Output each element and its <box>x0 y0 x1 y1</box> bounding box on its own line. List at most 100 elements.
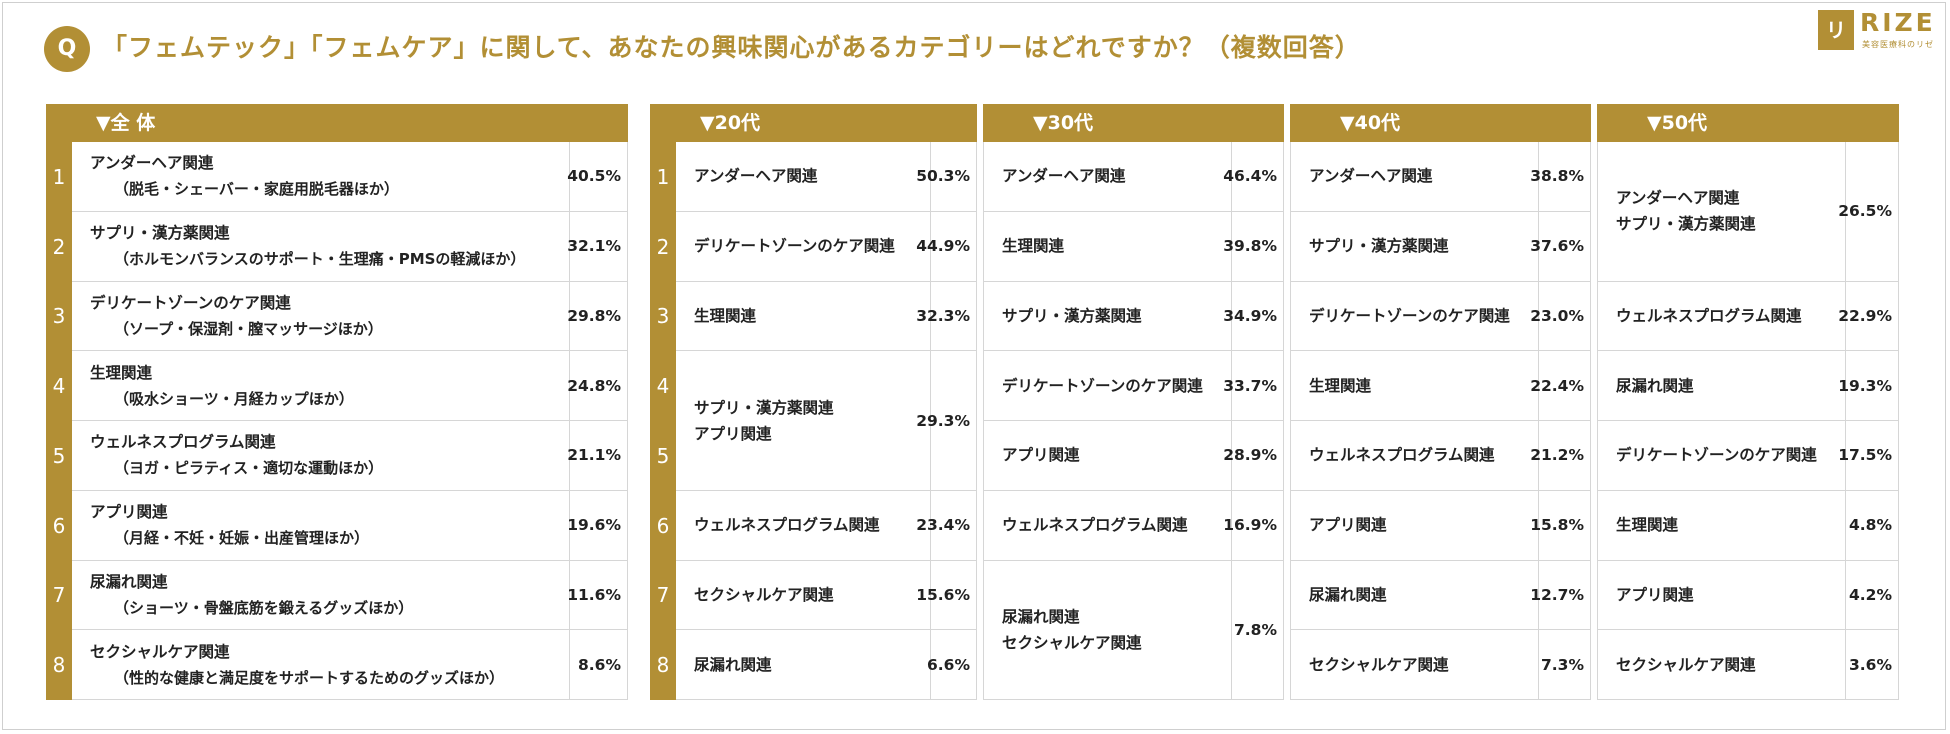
question-badge: Q <box>44 26 90 72</box>
category-label: ウェルネスプログラム関連 <box>90 433 276 452</box>
percent-value: 22.9% <box>1838 281 1899 352</box>
panel-header: ▼20代 <box>650 104 977 142</box>
rank-number: 5 <box>52 443 66 468</box>
logo-mark: リゼ <box>1818 10 1854 82</box>
category-label: アプリ関連 <box>1002 446 1080 465</box>
panel-header: ▼40代 <box>1290 104 1591 142</box>
percent-value: 21.2% <box>1530 421 1591 491</box>
category-note: （脱毛・シェーバー・家庭用脱毛器ほか） <box>114 180 399 199</box>
category-label: 生理関連 <box>1616 516 1679 535</box>
category-label: セクシャルケア関連 <box>1002 633 1142 652</box>
category-cell: セクシャルケア関連 <box>1290 630 1539 700</box>
category-label: ウェルネスプログラム関連 <box>694 516 880 535</box>
rank-number: 3 <box>52 304 66 329</box>
percent-value: 37.6% <box>1530 211 1591 282</box>
category-label: ウェルネスプログラム関連 <box>1616 306 1802 325</box>
category-note: （吸水ショーツ・月経カップほか） <box>114 389 354 408</box>
category-cell: アプリ関連 <box>983 421 1232 491</box>
category-cell: アンダーヘア関連 サプリ・漢方薬関連 <box>1597 142 1846 282</box>
percent-value: 44.9% <box>916 211 977 282</box>
percent-value: 50.3% <box>916 142 977 212</box>
category-cell: ウェルネスプログラム関連 <box>1597 281 1846 352</box>
category-label: 生理関連 <box>1002 237 1065 256</box>
category-cell: 生理関連 <box>983 211 1232 282</box>
category-label: デリケートゾーンのケア関連 <box>1309 306 1510 325</box>
rank-number: 2 <box>52 234 66 259</box>
category-cell: アンダーヘア関連 <box>676 142 931 212</box>
category-label: アンダーヘア関連 <box>1616 189 1740 208</box>
percent-value: 17.5% <box>1838 421 1899 491</box>
percent-value: 29.3% <box>916 351 977 491</box>
percent-value: 7.8% <box>1232 560 1284 700</box>
category-label: セクシャルケア関連 <box>694 585 834 604</box>
category-cell: ウェルネスプログラム関連 <box>676 490 931 561</box>
percent-value: 8.6% <box>570 630 628 700</box>
category-label: セクシャルケア関連 <box>90 642 230 661</box>
category-cell: デリケートゾーンのケア関連 （ソープ・保湿剤・膣マッサージほか） <box>72 281 570 352</box>
category-cell: アプリ関連 <box>1597 560 1846 631</box>
category-label: ウェルネスプログラム関連 <box>1002 516 1188 535</box>
panel-50s: ▼50代 アンダーヘア関連 サプリ・漢方薬関連 26.5% ウェルネスプログラム関連 2… <box>1597 104 1899 700</box>
category-cell: 尿漏れ関連 <box>1597 351 1846 421</box>
category-cell: 生理関連 <box>1597 490 1846 561</box>
panel-header: ▼30代 <box>983 104 1284 142</box>
category-cell: 尿漏れ関連 <box>676 630 931 700</box>
category-label: セクシャルケア関連 <box>1309 655 1449 674</box>
percent-value: 4.2% <box>1846 560 1899 631</box>
category-label: 尿漏れ関連 <box>1309 585 1387 604</box>
rank-column <box>46 142 72 700</box>
category-cell: デリケートゾーンのケア関連 <box>676 211 931 282</box>
percent-value: 19.6% <box>567 490 628 561</box>
percent-value: 21.1% <box>567 421 628 491</box>
category-note: （ショーツ・骨盤底筋を鍛えるグッズほか） <box>114 598 414 617</box>
category-label: アンダーヘア関連 <box>694 167 818 186</box>
category-cell: アプリ関連 （月経・不妊・妊娠・出産管理ほか） <box>72 490 570 561</box>
category-label: 尿漏れ関連 <box>1616 376 1694 395</box>
category-cell: ウェルネスプログラム関連 （ヨガ・ピラティス・適切な運動ほか） <box>72 421 570 491</box>
percent-value: 15.8% <box>1530 490 1591 561</box>
percent-value: 28.9% <box>1223 421 1284 491</box>
category-label: デリケートゾーンのケア関連 <box>694 237 895 256</box>
percent-value: 16.9% <box>1223 490 1284 561</box>
category-cell: アプリ関連 <box>1290 490 1539 561</box>
category-cell: 尿漏れ関連 （ショーツ・骨盤底筋を鍛えるグッズほか） <box>72 560 570 631</box>
rank-number: 1 <box>52 164 66 189</box>
category-note: （性的な健康と満足度をサポートするためのグッズほか） <box>114 668 505 687</box>
percent-value: 33.7% <box>1223 351 1284 421</box>
rank-number: 5 <box>656 443 670 468</box>
logo-subtitle: 美容医療科のリゼ <box>1862 40 1934 49</box>
category-label: 尿漏れ関連 <box>694 655 772 674</box>
rank-number: 8 <box>656 653 670 678</box>
category-cell: 生理関連 （吸水ショーツ・月経カップほか） <box>72 351 570 421</box>
percent-value: 40.5% <box>567 142 628 212</box>
category-label: デリケートゾーンのケア関連 <box>1616 446 1817 465</box>
percent-value: 15.6% <box>916 560 977 631</box>
category-label: アプリ関連 <box>694 424 772 443</box>
percent-value: 12.7% <box>1530 560 1591 631</box>
category-cell: ウェルネスプログラム関連 <box>1290 421 1539 491</box>
category-label: デリケートゾーンのケア関連 <box>90 293 291 312</box>
category-cell: サプリ・漢方薬関連 <box>983 281 1232 352</box>
category-label: サプリ・漢方薬関連 <box>694 398 834 417</box>
rank-number: 4 <box>656 374 670 399</box>
panel-20s: ▼20代 1 2 3 4 5 6 7 8 アンダーヘア関連 50.3% デリケートゾーンのケア関連 4… <box>650 104 977 700</box>
percent-value: 24.8% <box>567 351 628 421</box>
percent-value: 6.6% <box>927 630 977 700</box>
rank-number: 7 <box>656 583 670 608</box>
percent-value: 29.8% <box>567 281 628 352</box>
category-label: アンダーヘア関連 <box>1002 167 1126 186</box>
percent-value: 32.3% <box>916 281 977 352</box>
category-note: （ホルモンバランスのサポート・生理痛・PMSの軽減ほか） <box>114 250 526 269</box>
category-label: サプリ・漢方薬関連 <box>1002 306 1142 325</box>
category-label: サプリ・漢方薬関連 <box>90 224 230 243</box>
category-cell: サプリ・漢方薬関連 アプリ関連 <box>676 351 931 491</box>
category-cell: アンダーヘア関連 （脱毛・シェーバー・家庭用脱毛器ほか） <box>72 142 570 212</box>
percent-value: 23.0% <box>1530 281 1591 352</box>
percent-value: 4.8% <box>1846 490 1899 561</box>
category-cell: アンダーヘア関連 <box>1290 142 1539 212</box>
rank-number: 6 <box>52 513 66 538</box>
percent-value: 34.9% <box>1223 281 1284 352</box>
page-title: 「フェムテック」「フェムケア」に関して、あなたの興味関心があるカテゴリーはどれで… <box>102 33 1361 62</box>
category-note: （ソープ・保湿剤・膣マッサージほか） <box>114 319 383 338</box>
